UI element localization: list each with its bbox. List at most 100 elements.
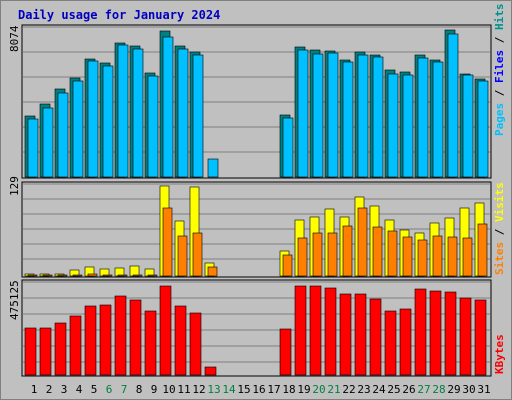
- panel-visits: 129 Sites / Visits: [8, 176, 506, 278]
- bar-sites-day-19: [297, 237, 308, 277]
- bar-visits-day-8: [129, 265, 140, 277]
- bar-kbytes-day-30: [459, 297, 472, 376]
- x-tick-label: 27: [417, 383, 430, 396]
- bar-files-day-19: [297, 49, 309, 178]
- bar-files-day-3: [57, 92, 69, 178]
- bar-sites-day-1: [27, 274, 38, 277]
- bar-files-day-27: [417, 57, 429, 178]
- bar-kbytes-day-20: [309, 285, 322, 376]
- bar-kbytes-day-31: [474, 299, 487, 376]
- bar-sites-day-26: [402, 236, 413, 277]
- bar-sites-day-25: [387, 230, 398, 277]
- bar-files-day-1: [27, 118, 39, 178]
- bar-files-day-22: [342, 61, 354, 178]
- x-tick-label: 21: [327, 383, 340, 396]
- x-tick-label: 3: [61, 383, 68, 396]
- bar-sites-day-9: [147, 274, 158, 277]
- bar-files-day-6: [102, 65, 114, 178]
- bar-kbytes-day-4: [69, 315, 82, 376]
- bar-kbytes-day-8: [129, 299, 142, 376]
- bar-sites-day-21: [327, 232, 338, 277]
- bar-files-day-26: [402, 74, 414, 178]
- x-tick-label: 31: [477, 383, 490, 396]
- bar-sites-day-24: [372, 226, 383, 277]
- bar-sites-day-12: [192, 232, 203, 277]
- bar-files-day-4: [72, 80, 84, 178]
- bar-files-day-7: [117, 44, 129, 178]
- bar-kbytes-day-25: [384, 310, 397, 376]
- bar-kbytes-day-23: [354, 293, 367, 376]
- x-tick-label: 12: [192, 383, 205, 396]
- bar-kbytes-day-13: [204, 366, 217, 376]
- bar-sites-day-27: [417, 239, 428, 277]
- bar-kbytes-day-10: [159, 285, 172, 376]
- bar-kbytes-day-7: [114, 295, 127, 376]
- bar-kbytes-day-24: [369, 298, 382, 376]
- panel-visits-bars: [24, 185, 488, 277]
- panel-visits-ymax: 129: [8, 176, 21, 196]
- bar-sites-day-31: [477, 223, 488, 277]
- bar-kbytes-day-1: [24, 327, 37, 376]
- x-tick-label: 16: [252, 383, 265, 396]
- bar-files-day-21: [327, 52, 339, 178]
- legend-files: Files: [493, 50, 506, 83]
- bar-files-day-23: [357, 54, 369, 178]
- x-tick-label: 15: [237, 383, 250, 396]
- bar-sites-day-18: [282, 254, 293, 277]
- bar-sites-day-3: [57, 274, 68, 277]
- bar-files-day-8: [132, 48, 144, 178]
- legend-visits: Visits: [493, 182, 506, 222]
- bar-sites-day-22: [342, 225, 353, 277]
- panel-kbytes-legend: KBytes: [493, 334, 506, 374]
- bar-files-day-11: [177, 48, 189, 178]
- bar-kbytes-day-9: [144, 310, 157, 376]
- bar-sites-day-7: [117, 274, 128, 277]
- bar-files-day-18: [282, 117, 294, 178]
- x-tick-label: 7: [121, 383, 128, 396]
- bar-kbytes-day-22: [339, 293, 352, 376]
- x-axis-labels: 1 2 3 4 5 6 7 8 9 10 11 12 13 14 15 16 17 18 19 20 21 22 23 24 2…: [31, 383, 491, 396]
- x-tick-label: 2: [46, 383, 53, 396]
- x-tick-label: 28: [432, 383, 445, 396]
- x-tick-label: 26: [402, 383, 415, 396]
- x-tick-label: 5: [91, 383, 98, 396]
- x-tick-label: 9: [151, 383, 158, 396]
- bar-files-day-30: [462, 74, 474, 178]
- legend-pages: Pages: [493, 103, 506, 136]
- legend-sep: /: [493, 222, 506, 242]
- panel-visits-legend: Sites / Visits: [493, 182, 506, 275]
- panel-hits-bars: [24, 29, 489, 178]
- bar-files-day-29: [447, 33, 459, 178]
- bar-kbytes-day-26: [399, 308, 412, 376]
- bar-sites-day-13: [207, 266, 218, 277]
- panel-kbytes: 475125 KBytes: [8, 279, 506, 377]
- x-tick-label: 11: [177, 383, 190, 396]
- x-tick-label: 17: [267, 383, 280, 396]
- bar-kbytes-day-29: [444, 291, 457, 376]
- bar-files-day-13: [207, 158, 219, 178]
- bar-sites-day-20: [312, 232, 323, 277]
- bar-sites-day-28: [432, 235, 443, 277]
- x-tick-label: 13: [207, 383, 220, 396]
- bar-files-day-9: [147, 75, 159, 178]
- x-tick-label: 25: [387, 383, 400, 396]
- panel-kbytes-bars: [24, 285, 487, 376]
- x-tick-label: 20: [312, 383, 325, 396]
- bar-kbytes-day-28: [429, 290, 442, 376]
- x-tick-label: 23: [357, 383, 370, 396]
- bar-sites-day-10: [162, 207, 173, 277]
- chart-title: Daily usage for January 2024: [18, 8, 220, 22]
- x-tick-label: 6: [106, 383, 113, 396]
- x-tick-label: 19: [297, 383, 310, 396]
- bar-sites-day-8: [132, 274, 143, 277]
- bar-files-day-25: [387, 73, 399, 178]
- bar-kbytes-day-3: [54, 322, 67, 376]
- panel-hits-ymax: 8074: [8, 25, 21, 52]
- panel-hits: 8074 Pages / Files / Hits: [8, 4, 506, 179]
- x-tick-label: 29: [447, 383, 460, 396]
- bar-kbytes-day-18: [279, 328, 292, 376]
- bar-sites-day-30: [462, 237, 473, 277]
- bar-files-day-2: [42, 107, 54, 178]
- x-tick-label: 10: [162, 383, 175, 396]
